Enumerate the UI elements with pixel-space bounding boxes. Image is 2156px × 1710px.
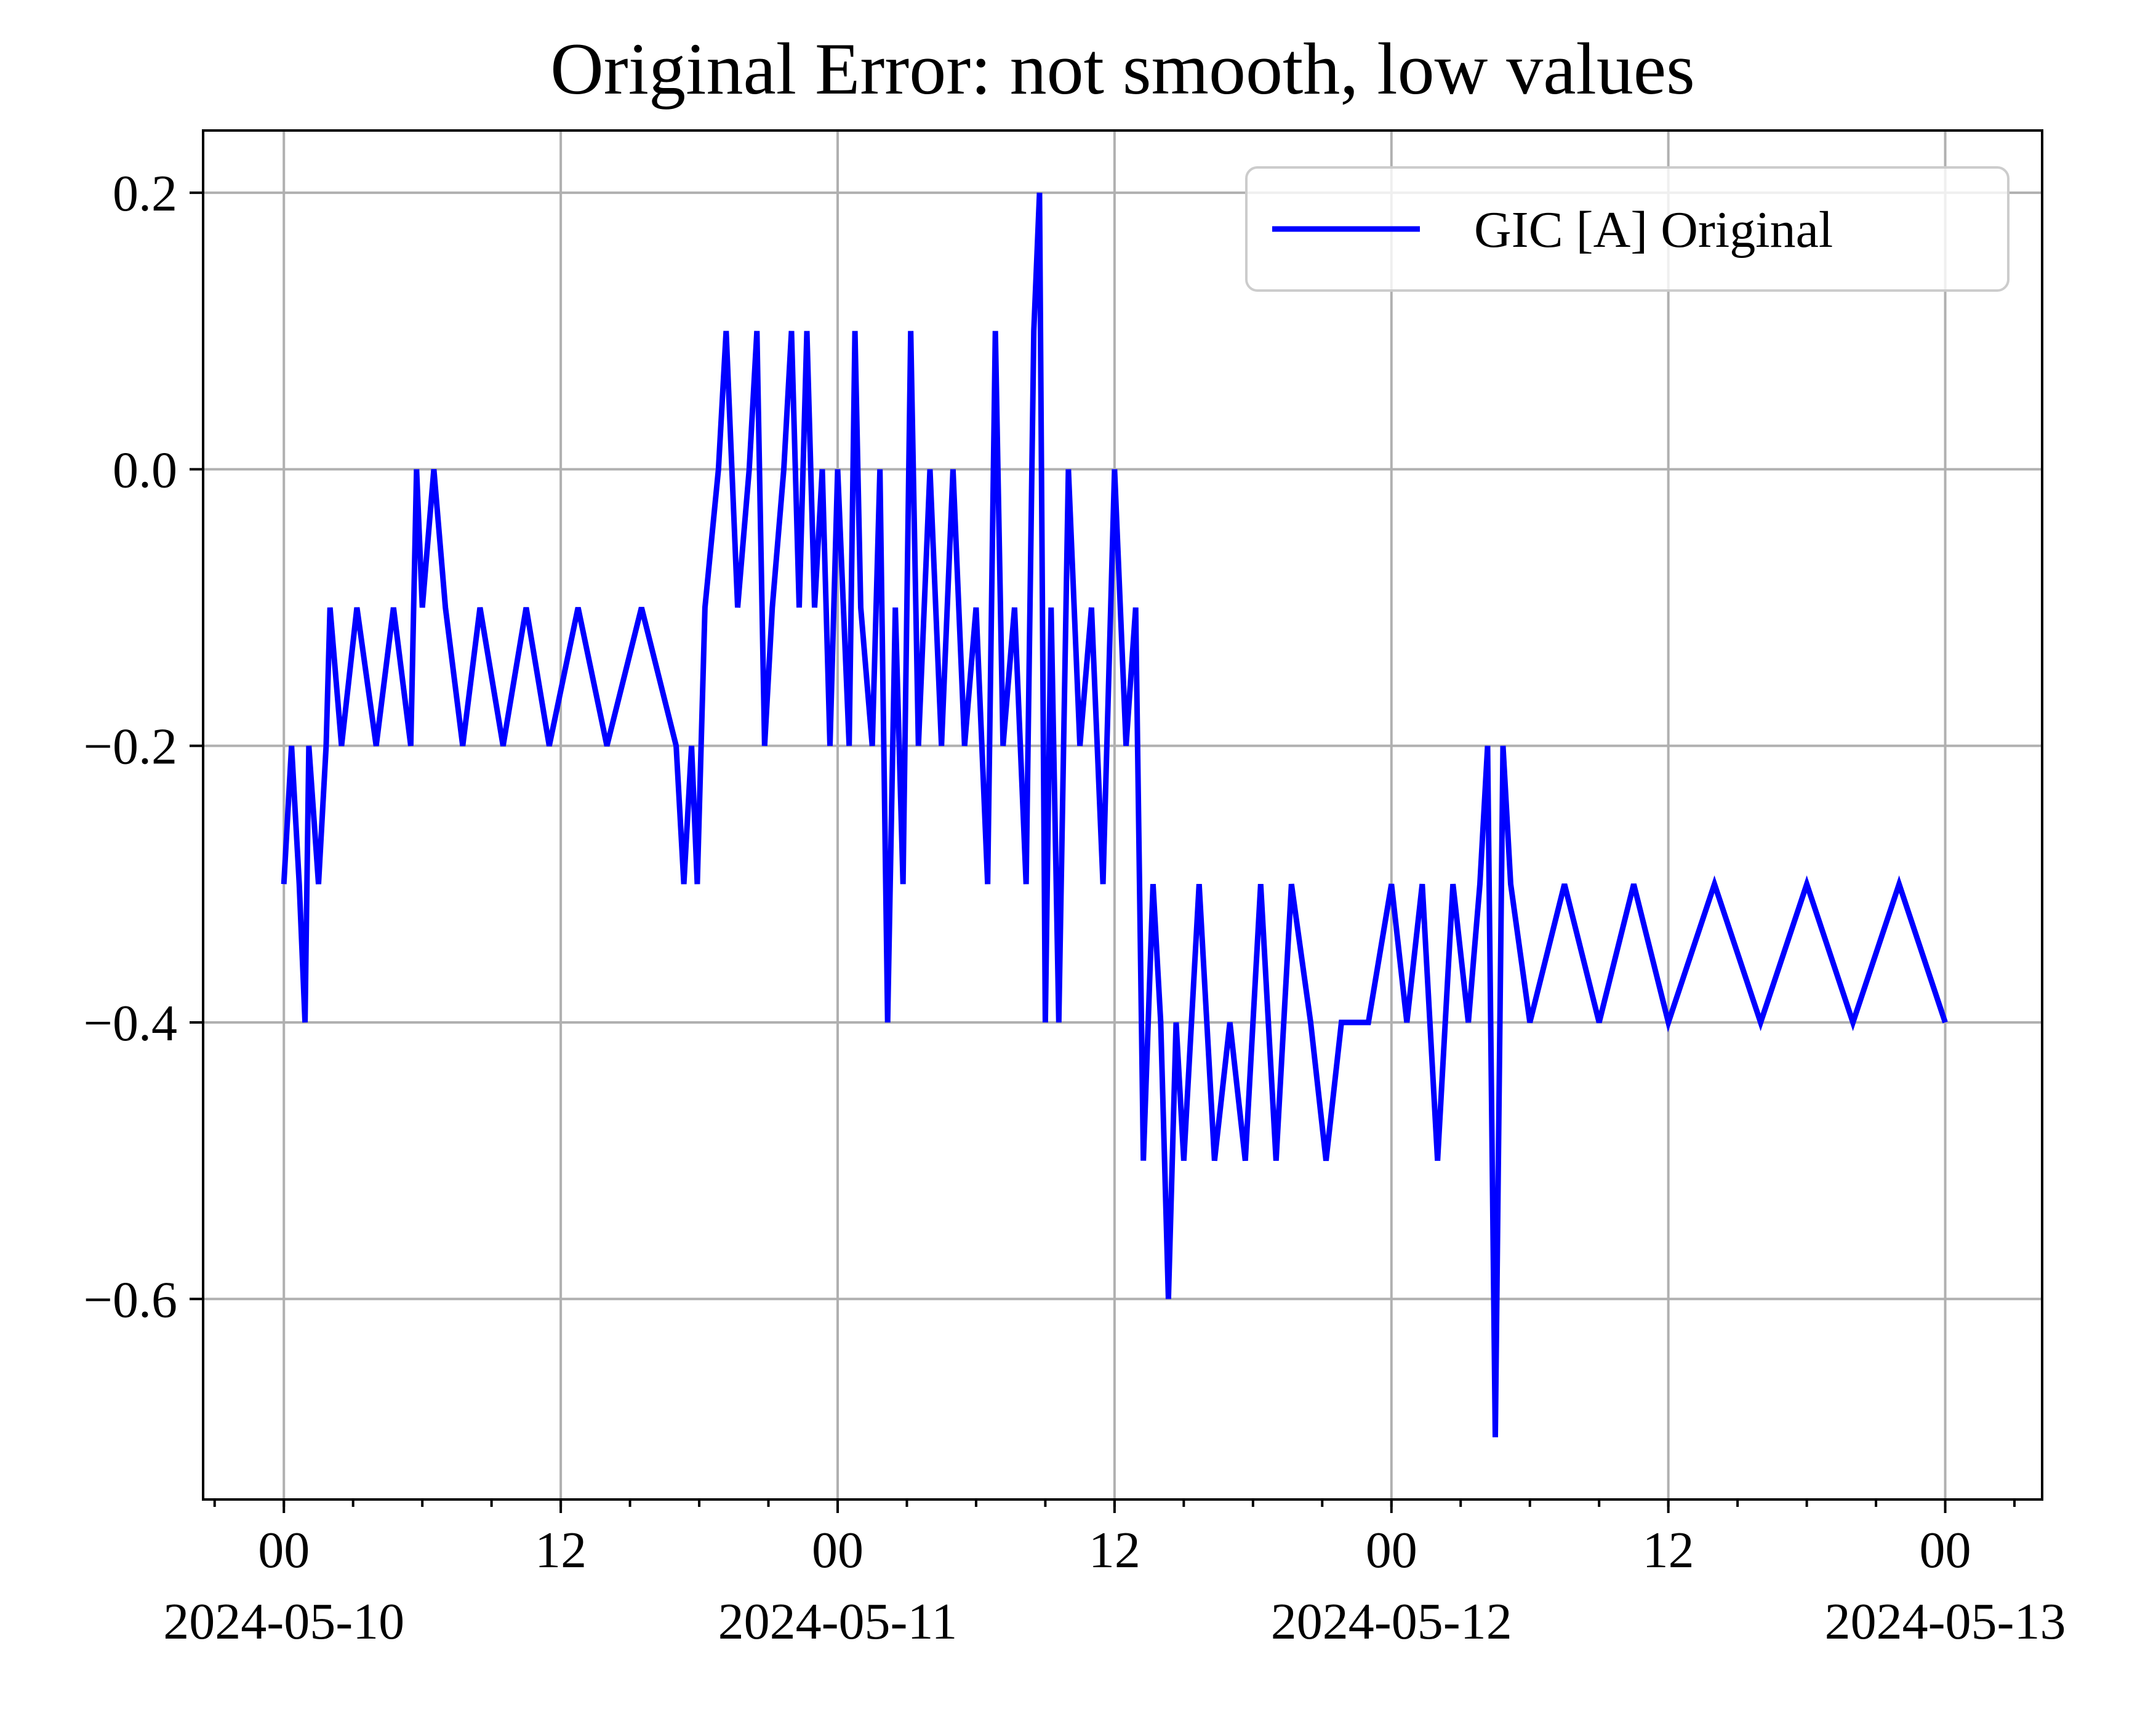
x-tick-label: 00 [1366,1522,1417,1579]
x-tick-label: 12 [535,1522,587,1579]
x-tick-label: 00 [258,1522,310,1579]
x-tick-date-label: 2024-05-10 [163,1593,404,1650]
x-tick-label: 00 [1920,1522,1971,1579]
chart-title: Original Error: not smooth, low values [550,28,1695,110]
x-tick-label: 00 [812,1522,864,1579]
y-tick-label: −0.2 [84,718,177,776]
x-tick-label: 12 [1643,1522,1694,1579]
legend-label: GIC [A] Original [1474,201,1833,259]
legend: GIC [A] Original [1245,166,2010,292]
y-tick-label: 0.0 [113,441,177,499]
axes: 00 2024-05-10 12 00 2024-05-11 12 00 2024-05-12… [84,129,2066,1650]
y-tick-label: −0.6 [84,1271,177,1328]
plot-area [281,192,1948,1437]
x-tick-label: 12 [1089,1522,1140,1579]
y-tick-label: 0.2 [113,165,177,222]
grid [203,130,2042,1499]
x-tick-date-label: 2024-05-13 [1825,1593,2066,1650]
y-tick-label: −0.4 [84,995,177,1052]
legend-box [1245,166,2010,292]
x-tick-date-label: 2024-05-11 [718,1593,958,1650]
axes-frame [202,129,2043,1501]
series-line [281,192,1948,1437]
x-tick-date-label: 2024-05-12 [1271,1593,1512,1650]
